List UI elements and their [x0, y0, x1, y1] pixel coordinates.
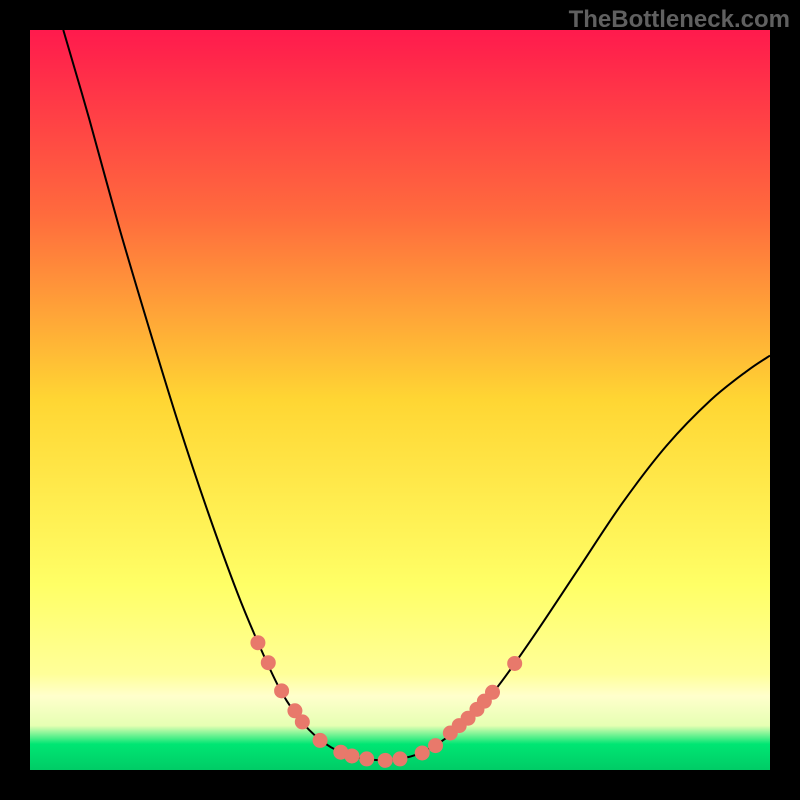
data-marker — [415, 746, 429, 760]
data-marker — [429, 739, 443, 753]
data-marker — [275, 684, 289, 698]
data-marker — [393, 752, 407, 766]
gradient-background — [30, 30, 770, 770]
data-marker — [508, 656, 522, 670]
data-marker — [313, 733, 327, 747]
data-marker — [378, 753, 392, 767]
data-marker — [295, 715, 309, 729]
chart-container: TheBottleneck.com — [0, 0, 800, 800]
plot-area — [30, 30, 770, 770]
data-marker — [486, 685, 500, 699]
chart-svg — [30, 30, 770, 770]
watermark-label: TheBottleneck.com — [569, 6, 790, 34]
data-marker — [261, 656, 275, 670]
data-marker — [360, 752, 374, 766]
data-marker — [345, 749, 359, 763]
data-marker — [251, 636, 265, 650]
